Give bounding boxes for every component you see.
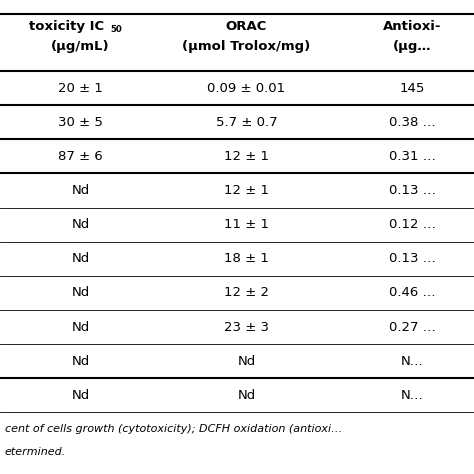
Text: 0.13 …: 0.13 … <box>389 252 436 265</box>
Text: 0.27 …: 0.27 … <box>389 320 436 334</box>
Text: Nd: Nd <box>72 286 90 300</box>
Text: (µmol Trolox/mg): (µmol Trolox/mg) <box>182 40 310 53</box>
Text: Nd: Nd <box>72 184 90 197</box>
Text: cent of cells growth (cytotoxicity); DCFH oxidation (antioxi…: cent of cells growth (cytotoxicity); DCF… <box>5 424 342 434</box>
Text: Antioxi-: Antioxi- <box>383 20 442 33</box>
Text: Nd: Nd <box>72 389 90 402</box>
Text: toxicity IC: toxicity IC <box>29 20 104 33</box>
Text: 0.09 ± 0.01: 0.09 ± 0.01 <box>208 82 285 95</box>
Text: ORAC: ORAC <box>226 20 267 33</box>
Text: 50: 50 <box>110 26 122 34</box>
Text: 11 ± 1: 11 ± 1 <box>224 218 269 231</box>
Text: 20 ± 1: 20 ± 1 <box>58 82 103 95</box>
Text: 0.46 …: 0.46 … <box>389 286 436 300</box>
Text: 0.38 …: 0.38 … <box>389 116 436 129</box>
Text: 12 ± 1: 12 ± 1 <box>224 184 269 197</box>
Text: 0.31 …: 0.31 … <box>389 150 436 163</box>
Text: (µg…: (µg… <box>393 40 432 53</box>
Text: N…: N… <box>401 389 424 402</box>
Text: etermined.: etermined. <box>5 447 66 457</box>
Text: 87 ± 6: 87 ± 6 <box>58 150 103 163</box>
Text: 0.12 …: 0.12 … <box>389 218 436 231</box>
Text: Nd: Nd <box>72 218 90 231</box>
Text: 0.13 …: 0.13 … <box>389 184 436 197</box>
Text: 18 ± 1: 18 ± 1 <box>224 252 269 265</box>
Text: Nd: Nd <box>237 355 255 368</box>
Text: (µg/mL): (µg/mL) <box>51 40 110 53</box>
Text: Nd: Nd <box>72 320 90 334</box>
Text: N…: N… <box>401 355 424 368</box>
Text: 23 ± 3: 23 ± 3 <box>224 320 269 334</box>
Text: 12 ± 1: 12 ± 1 <box>224 150 269 163</box>
Text: 5.7 ± 0.7: 5.7 ± 0.7 <box>216 116 277 129</box>
Text: 12 ± 2: 12 ± 2 <box>224 286 269 300</box>
Text: Nd: Nd <box>72 355 90 368</box>
Text: Nd: Nd <box>237 389 255 402</box>
Text: 145: 145 <box>400 82 425 95</box>
Text: 30 ± 5: 30 ± 5 <box>58 116 103 129</box>
Text: Nd: Nd <box>72 252 90 265</box>
